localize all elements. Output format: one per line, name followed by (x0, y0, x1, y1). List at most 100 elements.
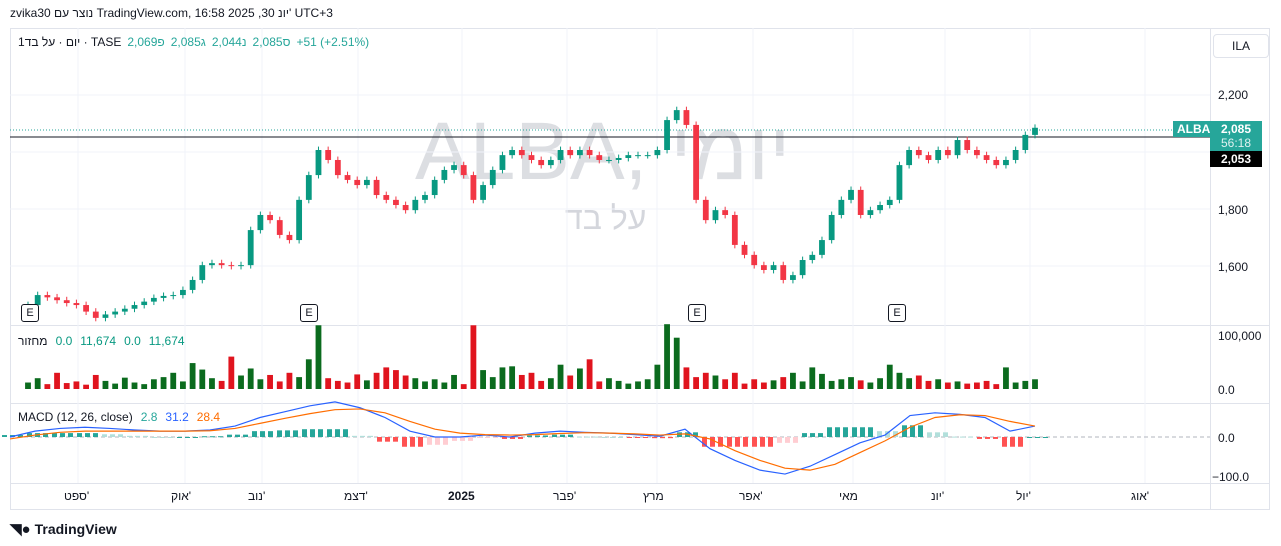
macd-label[interactable]: MACD (12, 26, close) (18, 410, 133, 424)
candle (218, 263, 225, 266)
candle (267, 214, 273, 221)
macd-histogram-bar (460, 437, 465, 441)
macd-histogram-bar (85, 433, 90, 437)
candle (112, 311, 119, 315)
time-tick: ספט' (64, 489, 90, 503)
volume-bar (499, 367, 506, 389)
candle (654, 150, 661, 156)
macd-value: 31.2 (165, 410, 189, 424)
macd-histogram-bar (452, 437, 457, 441)
volume-bar (867, 382, 874, 389)
earnings-marker[interactable]: E (888, 304, 906, 322)
volume-bar (973, 382, 980, 389)
candle (615, 157, 622, 160)
volume-bar (577, 368, 583, 389)
macd-histogram-bar (185, 437, 190, 438)
macd-histogram-bar (718, 437, 723, 447)
macd-histogram-bar (18, 435, 23, 437)
volume-bar (1032, 379, 1038, 389)
tradingview-logo[interactable]: ◥● TradingView (10, 520, 117, 538)
macd-histogram-bar (985, 437, 990, 439)
macd-histogram-bar (793, 437, 798, 443)
volume-label[interactable]: מחזור (18, 334, 48, 348)
time-tick: יונ' (931, 489, 945, 503)
candle (170, 295, 177, 297)
candle (54, 297, 60, 301)
macd-histogram-bar (743, 437, 748, 447)
volume-bar (247, 368, 254, 389)
candle (635, 155, 641, 157)
volume-bar (925, 380, 932, 389)
macd-histogram-bar (627, 437, 632, 438)
macd-histogram-bar (818, 433, 823, 437)
candle (1012, 150, 1019, 160)
pane-divider[interactable] (10, 325, 1270, 326)
volume-bar (857, 380, 864, 389)
candle (790, 275, 796, 280)
macd-histogram-bar (168, 437, 173, 438)
currency-button[interactable]: ILA (1213, 34, 1269, 58)
volume-bar (92, 374, 99, 389)
chart-frame[interactable] (10, 28, 1270, 510)
macd-histogram-bar (768, 437, 773, 447)
macd-histogram-bar (785, 437, 790, 443)
candle (547, 159, 554, 166)
earnings-marker[interactable]: E (688, 304, 706, 322)
macd-histogram-bar (877, 431, 882, 437)
macd-histogram-bar (802, 433, 807, 437)
candle (935, 150, 942, 160)
volume-bar (121, 377, 128, 389)
candle (673, 110, 680, 121)
volume-bar (983, 380, 990, 389)
volume-bar (170, 372, 177, 389)
macd-histogram-bar (435, 437, 440, 445)
last-price-label: 2,085 56:18 (1210, 121, 1262, 151)
symbol-interval[interactable]: 1יום · על בד · TASE (18, 35, 122, 49)
bar-countdown: 56:18 (1220, 136, 1252, 150)
volume-bar (770, 380, 777, 389)
macd-tick: −100.0 (1212, 470, 1250, 484)
macd-histogram-bar (635, 437, 640, 438)
candle (712, 210, 719, 221)
volume-bar (731, 372, 738, 389)
volume-bar (596, 381, 603, 389)
macd-legend: MACD (12, 26, close) 2.8 31.2 28.4 (18, 410, 220, 424)
candle (693, 124, 700, 200)
macd-histogram-bar (368, 435, 373, 437)
pane-divider[interactable] (10, 403, 1270, 404)
macd-histogram-bar (910, 425, 915, 437)
volume-bar (325, 378, 332, 389)
watermark-subtitle: על בד (565, 200, 647, 236)
volume-bar (276, 381, 283, 389)
volume-bar (673, 337, 680, 389)
volume-bar (422, 381, 428, 389)
macd-histogram-bar (693, 432, 698, 437)
macd-histogram-bar (102, 434, 107, 437)
macd-histogram-bar (335, 429, 340, 437)
candle (141, 301, 148, 306)
volume-value: 11,674 (148, 334, 185, 348)
candle (383, 195, 390, 200)
candle (577, 150, 583, 156)
earnings-marker[interactable]: E (300, 304, 318, 322)
volume-bar (315, 325, 322, 389)
candle (518, 150, 525, 156)
macd-histogram-bar (110, 434, 115, 437)
candle (247, 230, 254, 266)
candle (538, 159, 545, 166)
candle (189, 279, 196, 290)
volume-bar (228, 356, 235, 389)
volume-bar (141, 384, 148, 389)
macd-histogram-bar (60, 433, 65, 437)
macd-histogram-bar (827, 427, 832, 437)
macd-tick: 0.0 (1218, 431, 1235, 445)
volume-bar (809, 367, 816, 389)
macd-histogram-bar (735, 437, 740, 447)
volume-bar (199, 369, 206, 389)
macd-histogram-bar (660, 437, 665, 439)
volume-bar (664, 324, 670, 389)
macd-histogram-bar (1043, 437, 1048, 438)
earnings-marker[interactable]: E (21, 304, 39, 322)
candle (731, 214, 738, 245)
